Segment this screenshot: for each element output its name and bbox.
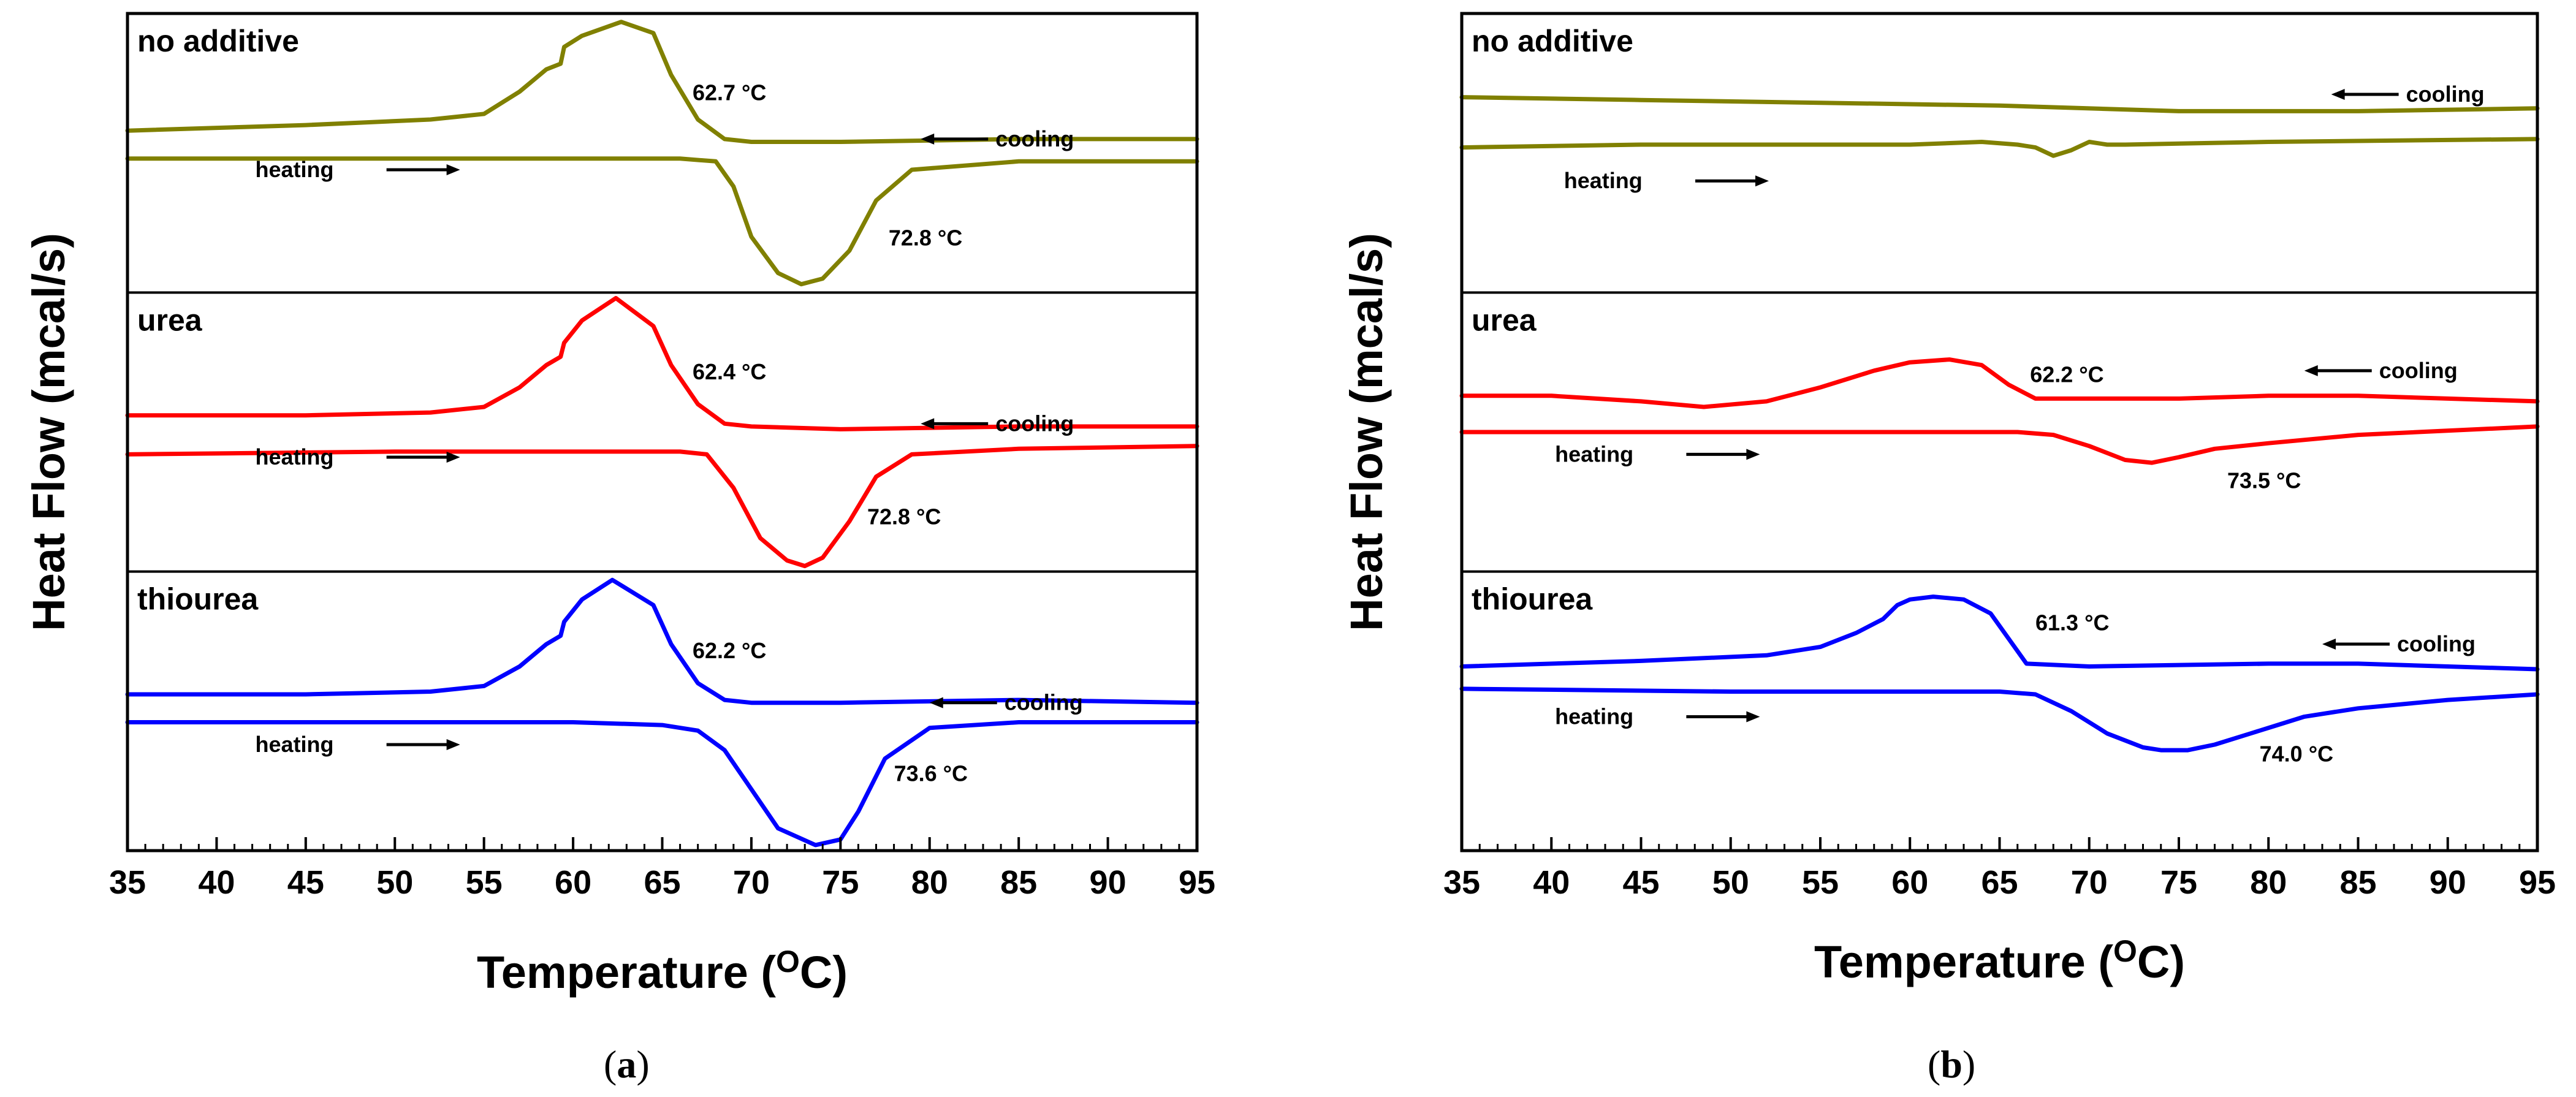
cooling-label: cooling (995, 126, 1074, 151)
cooling-label: cooling (2379, 358, 2458, 383)
x-tick-label: 35 (1443, 864, 1480, 901)
series-cooling (1459, 594, 2540, 672)
arrow-head (1746, 711, 1760, 723)
x-tick-label: 95 (2519, 864, 2556, 901)
panel-no-additive: no additive cooling heating (1459, 24, 2540, 193)
heating-label: heating (1555, 704, 1633, 729)
series-cooling (1459, 95, 2540, 113)
arrow-head (446, 164, 460, 175)
x-tick-label: 45 (287, 864, 324, 901)
heating-label: heating (1564, 168, 1643, 193)
x-tick-label: 40 (198, 864, 235, 901)
caption-b: (b) (1928, 1042, 1976, 1086)
series-cooling (1459, 357, 2540, 409)
x-axis-title-text: Temperature ( (477, 947, 776, 998)
heating-label: heating (256, 444, 334, 469)
series-heating (125, 156, 1199, 287)
panel-thiourea: thiourea 61.3 °C 74.0 °C cooling heating (1459, 582, 2540, 767)
cooling-label: cooling (2406, 82, 2485, 107)
heating-peak-label: 72.8 °C (889, 225, 962, 250)
x-tick-label: 55 (466, 864, 503, 901)
x-tick-label: 95 (1179, 864, 1215, 901)
chart-b: no additive cooling heating urea 62.2 °C 73.5… (1341, 12, 2556, 987)
heating-peak-label: 73.5 °C (2227, 468, 2301, 493)
x-tick-label: 70 (2071, 864, 2108, 901)
panel-thiourea: thiourea 62.2 °C 73.6 °C cooling heating (125, 577, 1199, 848)
panel-title: no additive (1472, 24, 1633, 58)
x-tick-label: 80 (2250, 864, 2287, 901)
heating-label: heating (256, 732, 334, 757)
heating-label: heating (256, 157, 334, 182)
arrow-head (921, 418, 935, 430)
y-axis-title: Heat Flow (mcal/s) (23, 233, 74, 631)
x-tick-label: 40 (1533, 864, 1570, 901)
arrow-head (1746, 449, 1760, 460)
cooling-label: cooling (995, 411, 1074, 436)
panel-urea: urea 62.2 °C 73.5 °C cooling heating (1459, 303, 2540, 493)
x-tick-label: 75 (822, 864, 859, 901)
arrow-head (929, 697, 943, 708)
series-heating (1459, 424, 2540, 465)
panel-title: thiourea (137, 582, 259, 617)
x-tick-label: 65 (1981, 864, 2018, 901)
panel-urea: urea 62.4 °C 72.8 °C cooling heating (125, 295, 1199, 569)
series-heating (125, 444, 1199, 569)
cooling-peak-label: 62.4 °C (693, 359, 766, 384)
series-heating (1459, 137, 2540, 158)
caption-a: (a) (604, 1042, 650, 1086)
x-tick-label: 85 (1000, 864, 1037, 901)
y-axis-title: Heat Flow (mcal/s) (1341, 233, 1392, 631)
x-tick-label: 75 (2160, 864, 2197, 901)
x-axis-title: Temperature (OC) (477, 944, 848, 998)
arrow-head (1755, 175, 1769, 187)
series-heating (125, 720, 1199, 848)
x-tick-label: 55 (1802, 864, 1839, 901)
panel-title: urea (137, 303, 203, 337)
heating-peak-label: 72.8 °C (867, 504, 941, 530)
series-cooling (125, 20, 1199, 144)
arrow-head (2331, 89, 2345, 101)
x-tick-label: 80 (911, 864, 948, 901)
cooling-peak-label: 62.2 °C (2030, 362, 2103, 387)
cooling-peak-label: 62.7 °C (693, 80, 766, 105)
cooling-peak-label: 62.2 °C (693, 638, 766, 663)
panel-title: no additive (137, 24, 299, 58)
series-heating (1459, 686, 2540, 753)
x-axis-unit: C) (800, 947, 848, 998)
x-tick-label: 70 (733, 864, 770, 901)
x-tick-label: 65 (644, 864, 680, 901)
x-tick-label: 60 (555, 864, 591, 901)
arrow-head (446, 451, 460, 463)
heating-peak-label: 73.6 °C (894, 761, 968, 786)
x-axis-unit-sup: O (776, 944, 800, 979)
cooling-label: cooling (1005, 690, 1083, 715)
heating-peak-label: 74.0 °C (2260, 742, 2333, 767)
panel-no-additive: no additive 62.7 °C 72.8 °C cooling heating (125, 20, 1199, 287)
arrow-head (2304, 365, 2318, 376)
panel-title: thiourea (1472, 582, 1593, 617)
arrow-head (921, 133, 935, 145)
x-axis-title: Temperature (OC) (1814, 934, 2185, 987)
x-tick-label: 90 (2430, 864, 2466, 901)
arrow-head (446, 738, 460, 750)
series-cooling (125, 295, 1199, 431)
x-tick-label: 50 (376, 864, 413, 901)
x-tick-label: 50 (1712, 864, 1749, 901)
cooling-label: cooling (2397, 631, 2475, 656)
x-axis-title-text: Temperature ( (1814, 936, 2113, 987)
x-tick-label: 85 (2339, 864, 2376, 901)
panel-title: urea (1472, 303, 1537, 337)
arrow-head (2322, 639, 2336, 650)
cooling-peak-label: 61.3 °C (2035, 610, 2109, 636)
x-tick-label: 45 (1622, 864, 1659, 901)
heating-label: heating (1555, 441, 1633, 466)
x-axis-unit-sup: O (2113, 934, 2137, 968)
x-tick-label: 90 (1090, 864, 1127, 901)
x-tick-label: 60 (1891, 864, 1928, 901)
x-axis-unit: C) (2137, 936, 2185, 987)
x-tick-label: 35 (109, 864, 146, 901)
series-cooling (125, 577, 1199, 705)
